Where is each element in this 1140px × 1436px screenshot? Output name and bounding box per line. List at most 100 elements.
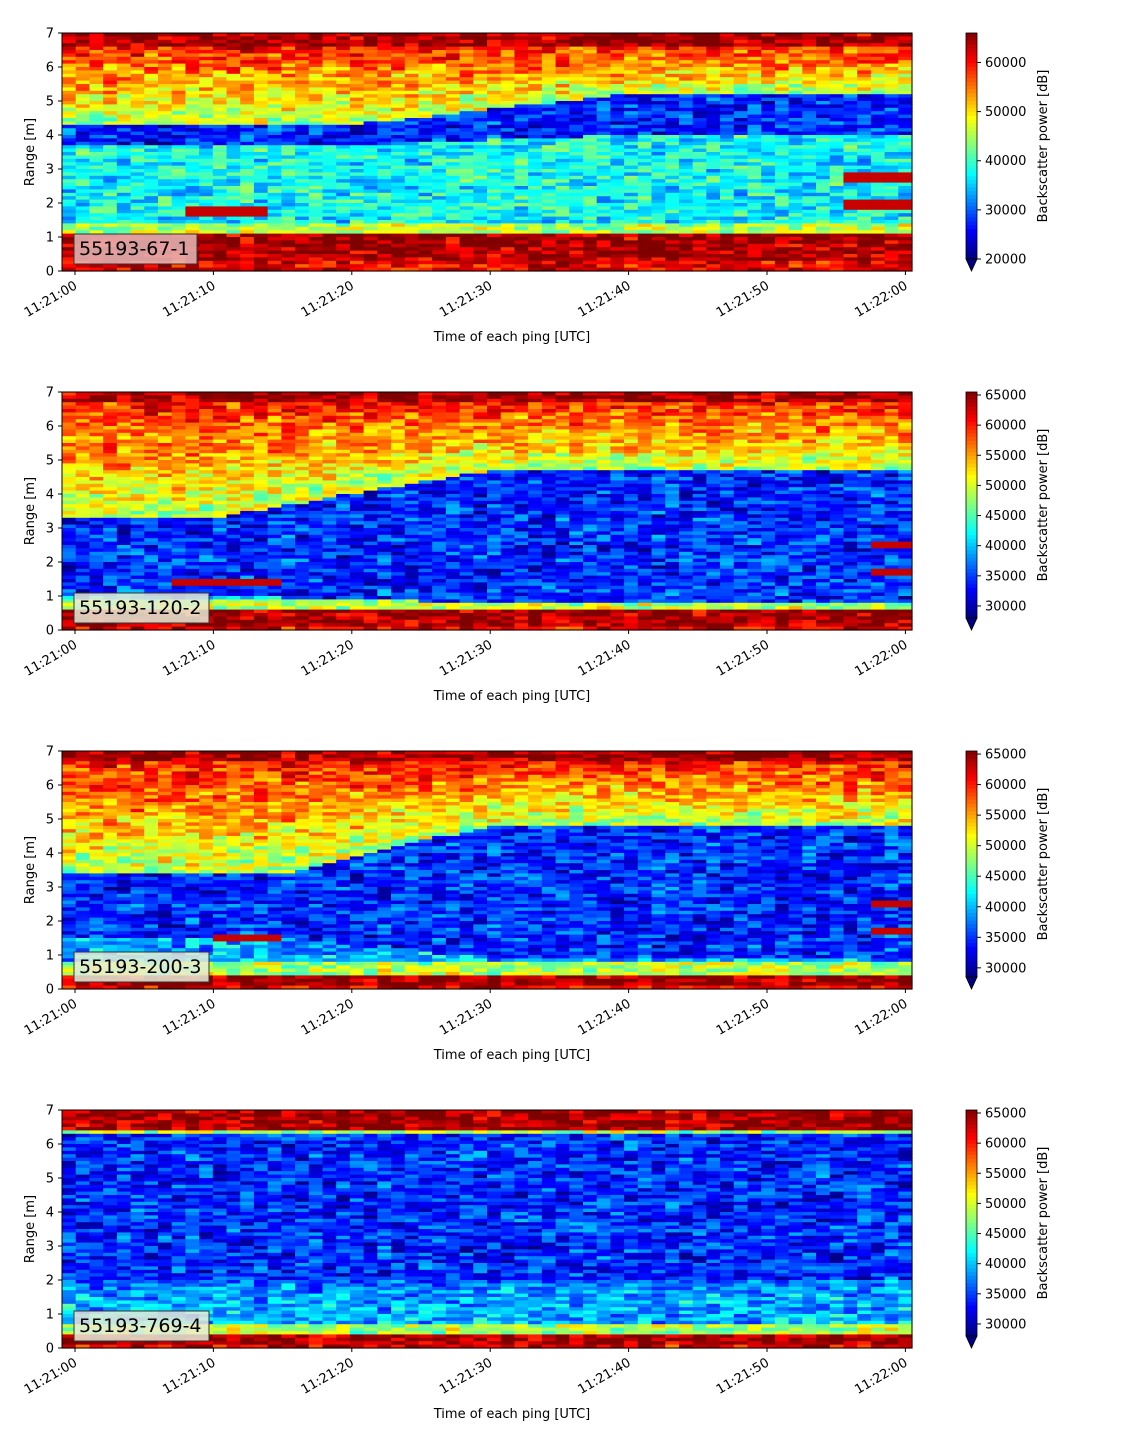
heatmap-cell — [418, 145, 433, 150]
heatmap-cell — [541, 165, 557, 170]
heatmap-cell — [733, 39, 749, 44]
heatmap-cell — [308, 237, 324, 241]
heatmap-cell — [144, 121, 159, 126]
heatmap-cell — [226, 216, 241, 221]
heatmap-cell — [253, 209, 269, 214]
heatmap-cell — [569, 237, 584, 241]
heatmap-cell — [761, 165, 776, 170]
heatmap-cell — [75, 60, 91, 65]
heatmap-cell — [199, 121, 214, 126]
heatmap-cell — [130, 398, 145, 403]
heatmap-cell — [322, 192, 337, 197]
heatmap-cell — [404, 60, 420, 65]
heatmap-cell — [199, 186, 214, 190]
heatmap-cell — [404, 33, 420, 37]
heatmap-cell — [240, 104, 255, 109]
heatmap-cell — [459, 114, 474, 119]
heatmap-cell — [733, 50, 749, 54]
heatmap-cell — [171, 141, 186, 146]
heatmap-cell — [569, 73, 584, 78]
heatmap-cell — [816, 223, 831, 228]
heatmap-cell — [199, 39, 214, 44]
heatmap-cell — [157, 80, 173, 85]
heatmap-cell — [253, 56, 269, 61]
heatmap-cell — [253, 203, 269, 207]
heatmap-cell — [308, 145, 324, 150]
heatmap-cell — [445, 179, 461, 184]
heatmap-cell — [267, 155, 282, 160]
heatmap-cell — [116, 158, 132, 163]
heatmap-cell — [391, 155, 406, 160]
heatmap-cell — [432, 101, 447, 105]
heatmap-cell — [692, 182, 707, 187]
heatmap-cell — [322, 104, 337, 109]
heatmap-cell — [363, 257, 378, 262]
heatmap-cell — [226, 145, 241, 150]
heatmap-cell — [240, 111, 255, 116]
heatmap-cell — [747, 104, 762, 109]
heatmap-cell — [829, 172, 845, 177]
heatmap-cell — [432, 84, 447, 88]
heatmap-cell — [157, 206, 173, 211]
heatmap-cell — [89, 209, 104, 214]
heatmap-cell — [706, 114, 721, 119]
heatmap-cell — [116, 500, 132, 505]
heatmap-cell — [75, 124, 91, 129]
heatmap-cell — [459, 73, 474, 78]
heatmap-cell — [62, 264, 77, 269]
heatmap-cell — [295, 114, 310, 119]
heatmap-cell — [665, 186, 680, 190]
heatmap-cell — [185, 84, 200, 88]
heatmap-cell — [62, 138, 77, 143]
heatmap-cell — [720, 77, 735, 82]
heatmap-cell — [377, 107, 392, 112]
heatmap-cell — [75, 192, 91, 197]
heatmap-cell — [391, 247, 406, 252]
heatmap-cell — [432, 240, 447, 245]
heatmap-cell — [322, 50, 337, 54]
heatmap-cell — [363, 101, 378, 105]
heatmap-cell — [720, 60, 735, 65]
heatmap-cell — [432, 267, 447, 272]
heatmap-cell — [89, 264, 104, 269]
heatmap-cell — [253, 237, 269, 241]
heatmap-cell — [774, 155, 790, 160]
heatmap-cell — [528, 94, 543, 99]
heatmap-cell — [596, 39, 611, 44]
heatmap-cell — [870, 223, 886, 228]
heatmap-cell — [391, 43, 406, 48]
heatmap-cell — [432, 192, 447, 197]
heatmap-cell — [404, 179, 420, 184]
heatmap-cell — [802, 107, 817, 112]
heatmap-cell — [774, 84, 790, 88]
heatmap-cell — [349, 43, 365, 48]
heatmap-cell — [596, 216, 611, 221]
heatmap-cell — [418, 169, 433, 173]
heatmap-cell — [240, 237, 255, 241]
heatmap-cell — [185, 141, 200, 146]
heatmap-cell — [665, 189, 680, 194]
heatmap-cell — [116, 155, 132, 160]
heatmap-cell — [788, 240, 803, 245]
heatmap-cell — [253, 220, 269, 224]
heatmap-cell — [253, 84, 269, 88]
heatmap-cell — [555, 240, 570, 245]
heatmap-cell — [637, 257, 653, 262]
heatmap-cell — [267, 182, 282, 187]
heatmap-cell — [651, 56, 666, 61]
heatmap-cell — [445, 216, 461, 221]
heatmap-cell — [62, 60, 77, 65]
heatmap-cell — [720, 179, 735, 184]
heatmap-cell — [733, 213, 749, 218]
heatmap-cell — [295, 237, 310, 241]
heatmap-cell — [349, 260, 365, 265]
heatmap-cell — [747, 80, 762, 85]
heatmap-cell — [199, 148, 214, 153]
heatmap-cell — [774, 216, 790, 221]
heatmap-cell — [774, 158, 790, 163]
heatmap-cell — [130, 216, 145, 221]
heatmap-cell — [816, 240, 831, 245]
heatmap-cell — [473, 155, 488, 160]
heatmap-cell — [267, 172, 282, 177]
heatmap-cell — [541, 267, 557, 272]
